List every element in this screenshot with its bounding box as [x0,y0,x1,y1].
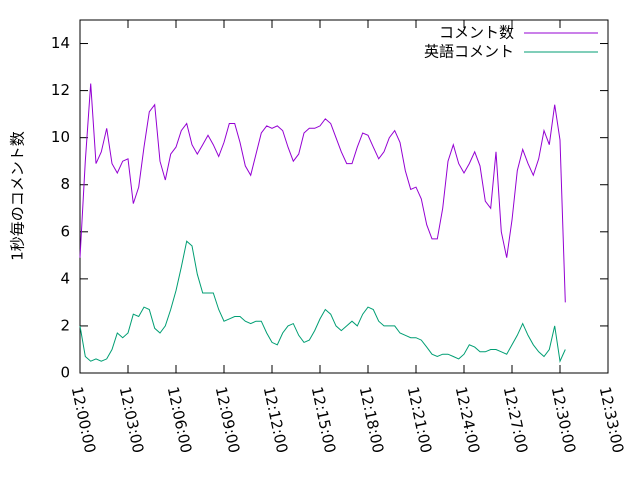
y-tick-label: 14 [51,34,70,52]
x-tick-label: 12:24:00 [452,385,484,455]
series-line [79,240,566,363]
x-tick-label: 12:03:00 [116,385,148,455]
x-tick-label: 12:15:00 [308,385,340,455]
x-tick-label: 12:33:00 [596,385,628,455]
y-tick-label: 4 [60,269,70,287]
series-line [79,83,566,303]
plot-frame [79,19,609,374]
x-tick-label: 12:06:00 [164,385,196,455]
x-tick-label: 12:21:00 [404,385,436,455]
x-tick-label: 12:27:00 [500,385,532,455]
x-tick-label: 12:18:00 [356,385,388,455]
y-tick-label: 10 [51,128,70,146]
legend-label: コメント数 [439,24,514,42]
y-tick-label: 12 [51,81,70,99]
x-tick-label: 12:09:00 [212,385,244,455]
y-axis-label: 1秒毎のコメント数 [9,131,27,261]
x-tick-label: 12:30:00 [548,385,580,455]
x-tick-label: 12:00:00 [68,385,100,455]
y-tick-label: 6 [60,222,70,240]
y-tick-label: 0 [60,364,70,382]
x-tick-label: 12:12:00 [260,385,292,455]
y-tick-label: 8 [60,175,70,193]
y-tick-label: 2 [60,316,70,334]
legend-label: 英語コメント [424,43,514,61]
